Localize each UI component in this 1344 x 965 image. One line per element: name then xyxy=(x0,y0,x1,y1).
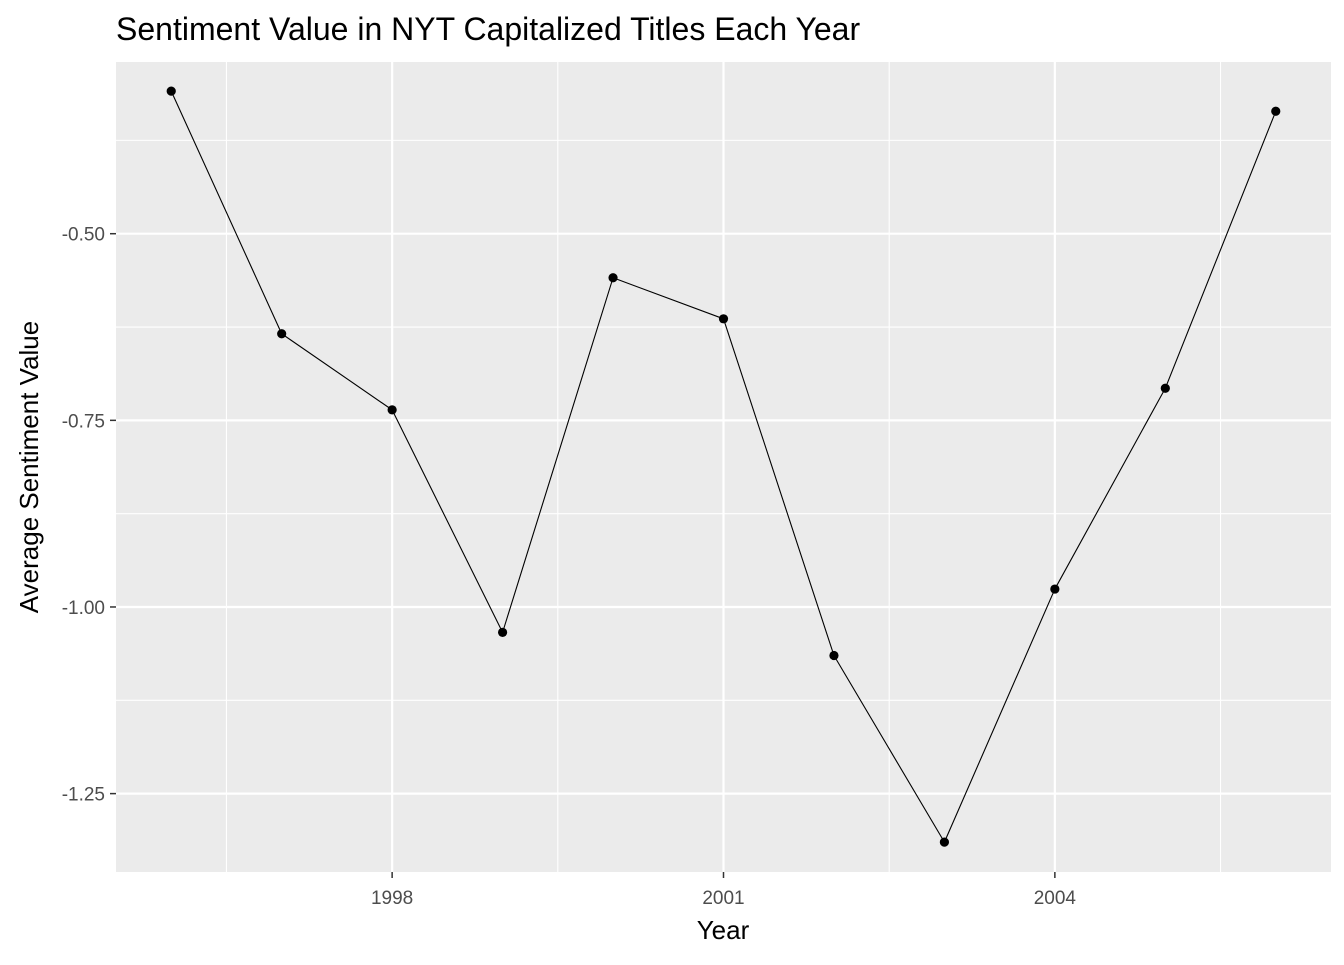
y-tick-label: -0.75 xyxy=(62,411,105,432)
x-axis-title: Year xyxy=(697,915,750,945)
x-tick-label: 1998 xyxy=(371,888,413,909)
data-point xyxy=(277,329,287,339)
data-point xyxy=(497,627,508,637)
data-point xyxy=(608,273,618,283)
data-point xyxy=(387,405,397,415)
major-gridlines xyxy=(116,62,1331,872)
data-point xyxy=(829,650,839,661)
data-points xyxy=(166,86,1281,847)
x-tick-label: 2004 xyxy=(1034,888,1077,909)
x-tick-label: 2001 xyxy=(702,888,744,909)
y-axis-ticks: -0.50 -0.75 -1.00 -1.25 xyxy=(62,225,116,806)
x-axis-ticks: 1998 2001 2004 xyxy=(371,872,1076,909)
y-tick-label: -1.00 xyxy=(62,598,105,619)
y-axis-title: Average Sentiment Value xyxy=(14,321,44,613)
y-tick-label: -0.50 xyxy=(62,225,105,246)
data-point xyxy=(166,86,176,96)
data-point xyxy=(1050,584,1060,594)
data-point xyxy=(939,837,950,847)
y-tick-label: -1.25 xyxy=(62,785,105,806)
data-point xyxy=(1271,106,1281,116)
chart-title: Sentiment Value in NYT Capitalized Title… xyxy=(116,11,860,47)
data-point xyxy=(1160,383,1170,393)
data-point xyxy=(718,314,729,324)
